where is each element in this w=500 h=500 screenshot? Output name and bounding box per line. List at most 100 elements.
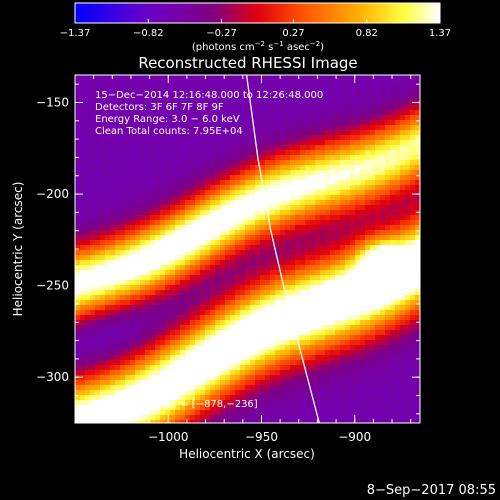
heatmap-cell	[75, 90, 80, 95]
heatmap-cell	[160, 405, 165, 410]
heatmap-cell	[185, 110, 190, 115]
heatmap-cell	[300, 275, 305, 280]
heatmap-cell	[180, 260, 185, 265]
heatmap-cell	[360, 405, 365, 410]
heatmap-cell	[215, 215, 220, 220]
heatmap-cell	[340, 345, 345, 350]
heatmap-cell	[225, 355, 230, 360]
heatmap-cell	[295, 190, 300, 195]
heatmap-cell	[100, 85, 105, 90]
heatmap-cell	[80, 210, 85, 215]
heatmap-cell	[185, 350, 190, 355]
heatmap-cell	[235, 305, 240, 310]
heatmap-cell	[200, 235, 205, 240]
heatmap-cell	[115, 215, 120, 220]
heatmap-cell	[210, 125, 215, 130]
heatmap-cell	[200, 335, 205, 340]
heatmap-cell	[220, 255, 225, 260]
heatmap-cell	[405, 130, 410, 135]
heatmap-cell	[360, 320, 365, 325]
heatmap-cell	[395, 115, 400, 120]
heatmap-cell	[265, 240, 270, 245]
heatmap-cell	[290, 90, 295, 95]
heatmap-cell	[155, 355, 160, 360]
heatmap-cell	[130, 275, 135, 280]
heatmap-cell	[305, 115, 310, 120]
heatmap-cell	[135, 310, 140, 315]
heatmap-cell	[170, 340, 175, 345]
heatmap-cell	[215, 330, 220, 335]
heatmap-cell	[285, 250, 290, 255]
heatmap-cell	[335, 180, 340, 185]
heatmap-cell	[135, 175, 140, 180]
heatmap-cell	[300, 160, 305, 165]
heatmap-cell	[410, 150, 415, 155]
heatmap-cell	[220, 280, 225, 285]
heatmap-cell	[395, 95, 400, 100]
heatmap-cell	[120, 300, 125, 305]
heatmap-cell	[375, 240, 380, 245]
heatmap-cell	[90, 230, 95, 235]
heatmap-cell	[190, 400, 195, 405]
heatmap-cell	[90, 130, 95, 135]
heatmap-cell	[165, 345, 170, 350]
heatmap-cell	[375, 85, 380, 90]
heatmap-cell	[360, 385, 365, 390]
heatmap-cell	[310, 170, 315, 175]
heatmap-cell	[75, 140, 80, 145]
heatmap-cell	[400, 135, 405, 140]
heatmap-cell	[230, 225, 235, 230]
heatmap-cell	[340, 365, 345, 370]
heatmap-cell	[205, 250, 210, 255]
heatmap-cell	[240, 295, 245, 300]
heatmap-cell	[325, 270, 330, 275]
heatmap-cell	[350, 350, 355, 355]
heatmap-cell	[245, 190, 250, 195]
heatmap-cell	[170, 325, 175, 330]
heatmap-cell	[375, 380, 380, 385]
heatmap-cell	[215, 315, 220, 320]
heatmap-cell	[320, 220, 325, 225]
heatmap-cell	[175, 200, 180, 205]
heatmap-cell	[345, 260, 350, 265]
heatmap-cell	[370, 310, 375, 315]
heatmap-cell	[290, 350, 295, 355]
heatmap-cell	[175, 230, 180, 235]
heatmap-cell	[325, 345, 330, 350]
heatmap-cell	[270, 275, 275, 280]
heatmap-cell	[175, 290, 180, 295]
heatmap-cell	[270, 375, 275, 380]
heatmap-cell	[235, 315, 240, 320]
heatmap-cell	[100, 395, 105, 400]
heatmap-cell	[120, 130, 125, 135]
heatmap-cell	[255, 295, 260, 300]
heatmap-cell	[375, 370, 380, 375]
heatmap-cell	[335, 255, 340, 260]
heatmap-cell	[120, 160, 125, 165]
heatmap-cell	[390, 265, 395, 270]
heatmap-cell	[290, 155, 295, 160]
heatmap-cell	[260, 420, 265, 423]
heatmap-cell	[115, 110, 120, 115]
heatmap-cell	[260, 265, 265, 270]
heatmap-cell	[95, 405, 100, 410]
heatmap-cell	[410, 220, 415, 225]
heatmap-cell	[340, 130, 345, 135]
heatmap-cell	[225, 370, 230, 375]
heatmap-cell	[165, 265, 170, 270]
heatmap-cell	[270, 335, 275, 340]
heatmap-cell	[95, 340, 100, 345]
heatmap-cell	[75, 180, 80, 185]
heatmap-cell	[120, 370, 125, 375]
heatmap-cell	[325, 130, 330, 135]
heatmap-cell	[415, 120, 420, 125]
heatmap-cell	[105, 385, 110, 390]
heatmap-cell	[110, 300, 115, 305]
heatmap-cell	[175, 175, 180, 180]
heatmap-cell	[180, 345, 185, 350]
heatmap-cell	[170, 205, 175, 210]
heatmap-cell	[175, 155, 180, 160]
heatmap-cell	[340, 170, 345, 175]
heatmap-cell	[75, 250, 80, 255]
heatmap-cell	[125, 315, 130, 320]
